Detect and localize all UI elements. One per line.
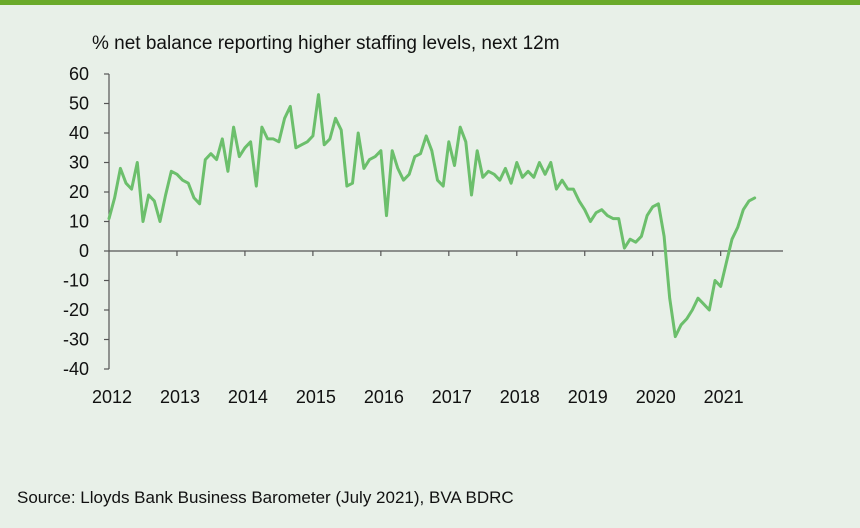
- y-tick-label: 30: [69, 153, 89, 173]
- y-axis-labels: 60 50 40 30 20 10 0 -10 -20 -30 -40: [63, 64, 89, 379]
- x-tick-label: 2012: [92, 387, 132, 407]
- y-tick-label: 10: [69, 212, 89, 232]
- x-tick-label: 2021: [704, 387, 744, 407]
- x-tick-label: 2014: [228, 387, 268, 407]
- source-note: Source: Lloyds Bank Business Barometer (…: [17, 488, 514, 507]
- x-tick-label: 2020: [636, 387, 676, 407]
- x-tick-label: 2017: [432, 387, 472, 407]
- y-tick-label: 20: [69, 182, 89, 202]
- y-tick-label: -40: [63, 359, 89, 379]
- x-axis-ticks: [176, 251, 722, 256]
- top-accent-bar: [0, 0, 860, 5]
- x-tick-label: 2019: [568, 387, 608, 407]
- y-tick-label: -20: [63, 300, 89, 320]
- y-tick-label: 0: [79, 241, 89, 261]
- x-axis-labels: 2012 2013 2014 2015 2016 2017 2018 2019 2020 2021: [92, 387, 744, 407]
- x-tick-label: 2015: [296, 387, 336, 407]
- x-tick-label: 2018: [500, 387, 540, 407]
- chart-title: % net balance reporting higher staffing …: [92, 33, 560, 54]
- y-tick-label: -10: [63, 271, 89, 291]
- y-tick-label: 60: [69, 64, 89, 84]
- series-line: [107, 93, 757, 339]
- y-tick-label: 40: [69, 123, 89, 143]
- x-tick-label: 2016: [364, 387, 404, 407]
- y-axis-ticks: [104, 73, 109, 370]
- x-tick-label: 2013: [160, 387, 200, 407]
- y-tick-label: 50: [69, 94, 89, 114]
- y-tick-label: -30: [63, 330, 89, 350]
- series-group: [107, 93, 757, 339]
